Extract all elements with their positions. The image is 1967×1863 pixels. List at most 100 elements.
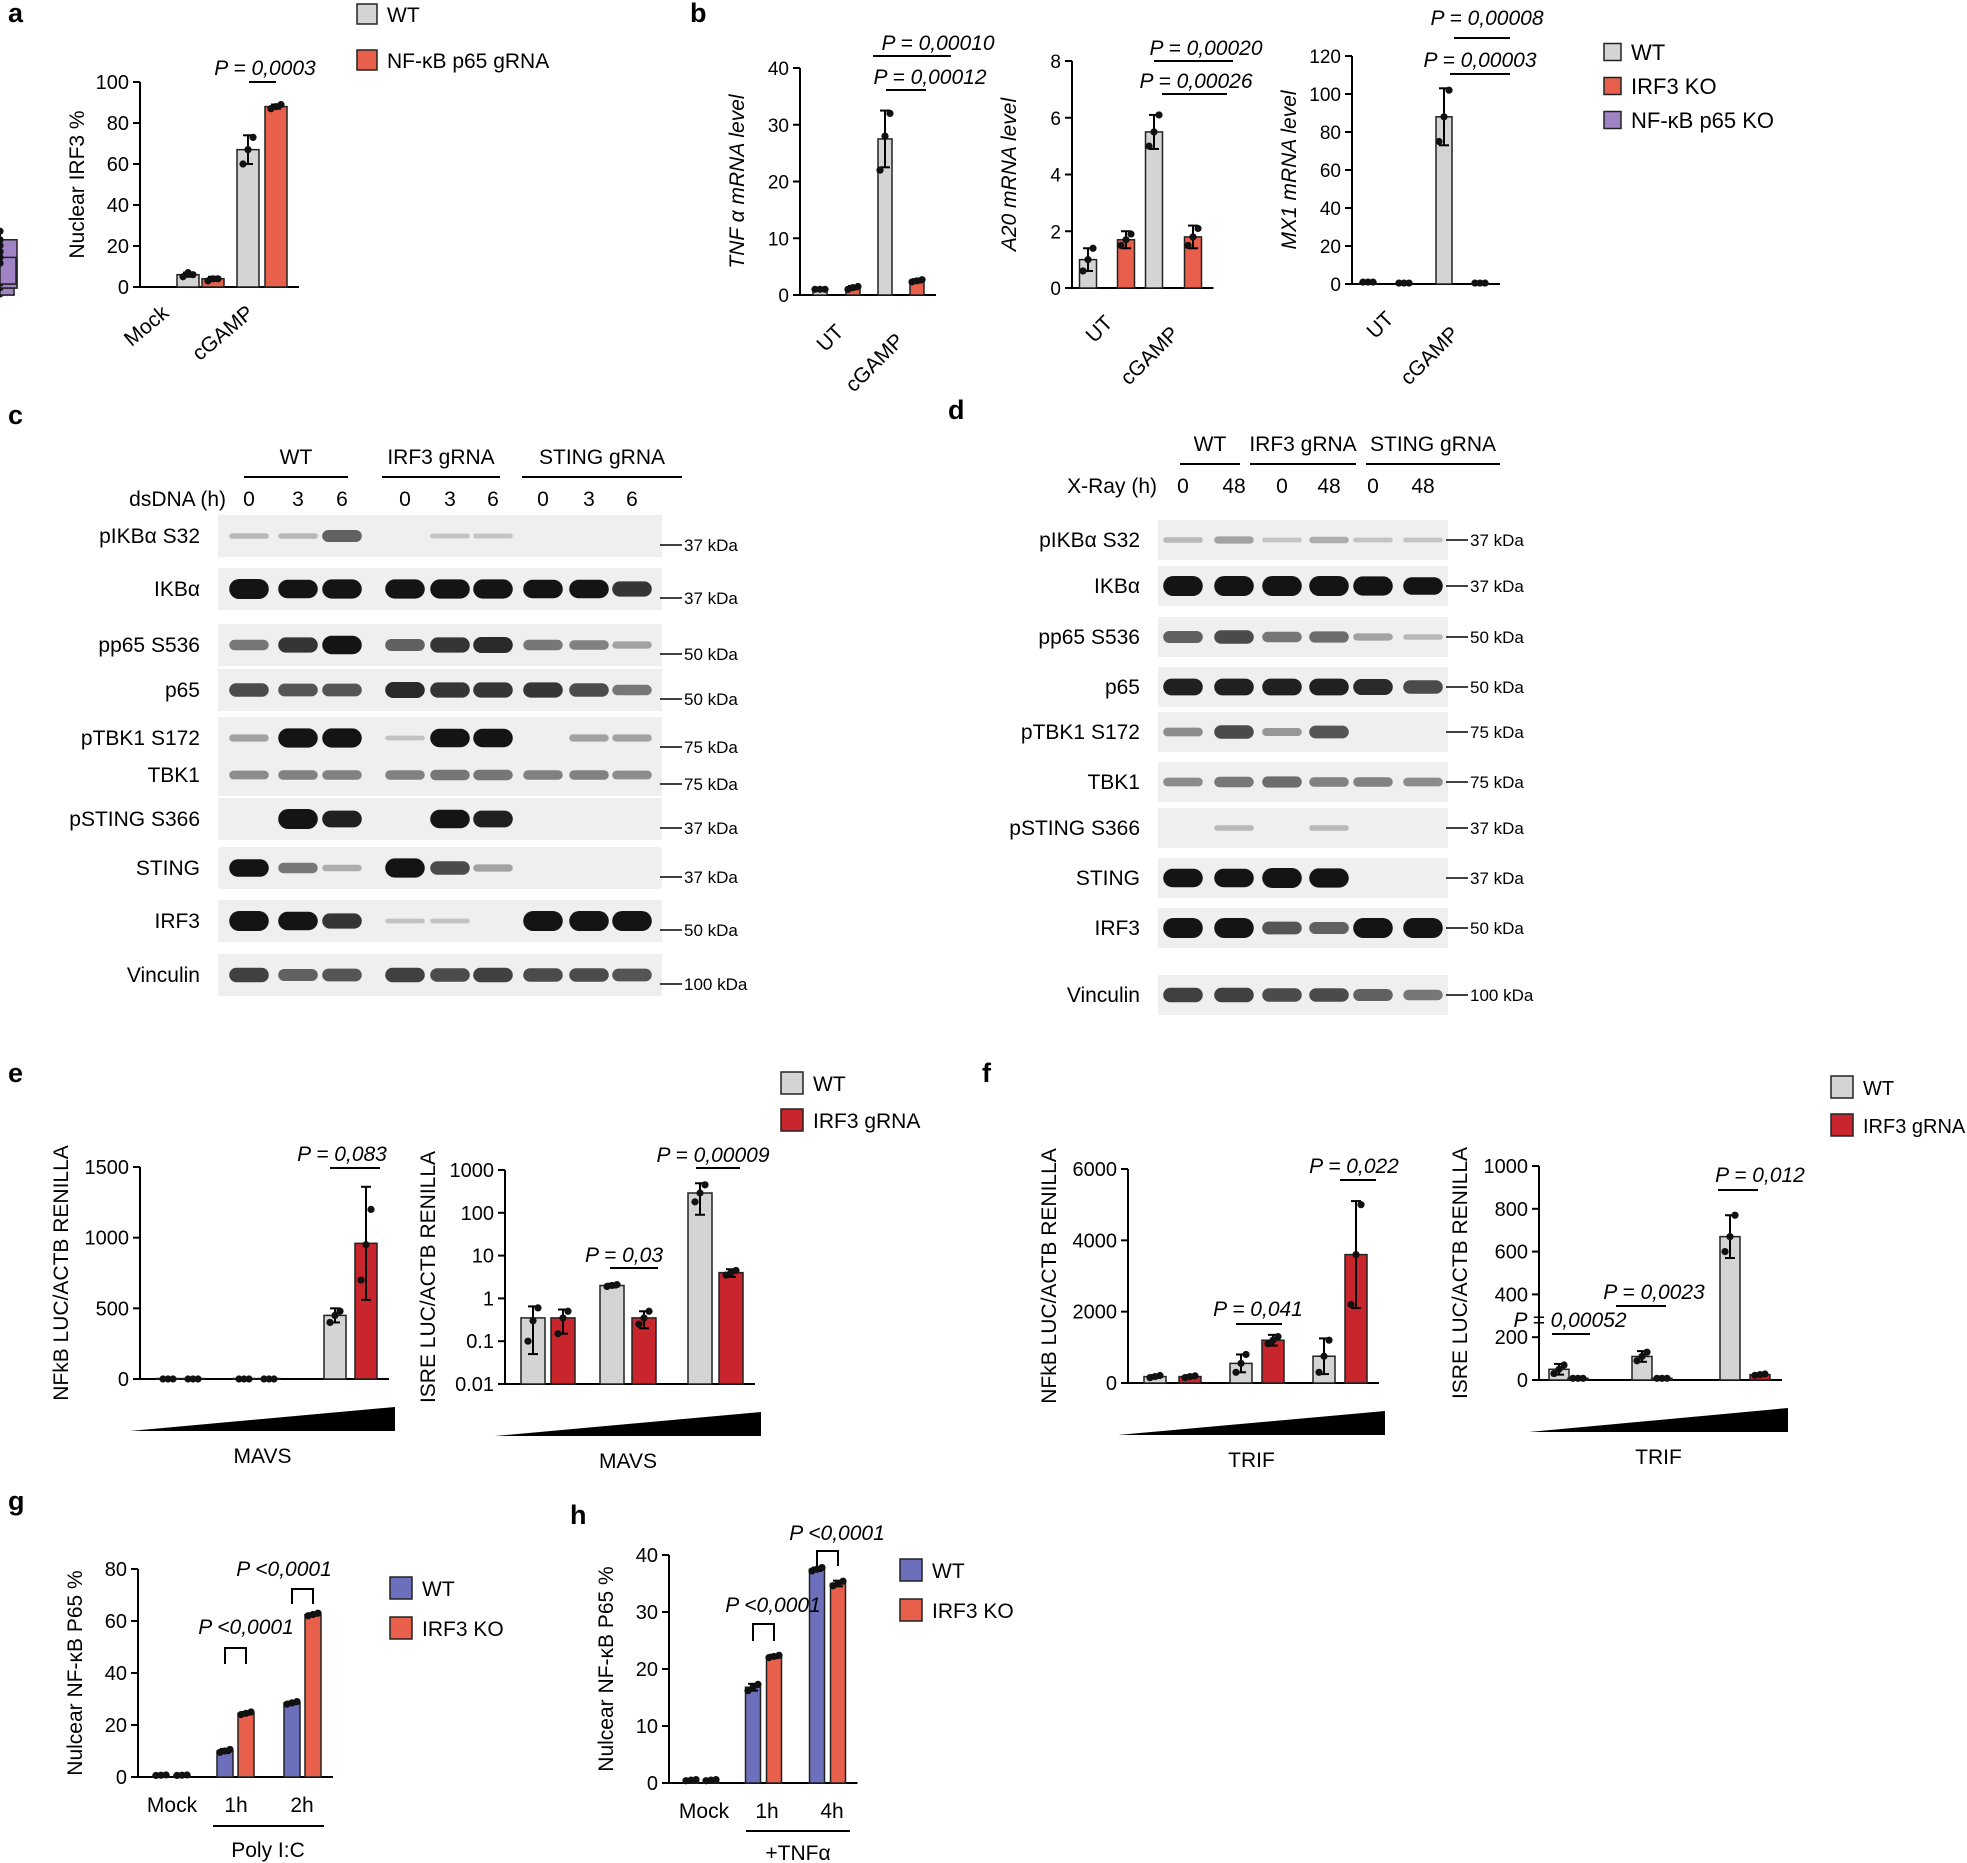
blot-strip [1158, 975, 1448, 1015]
legend-swatch [1830, 1113, 1854, 1137]
replicate-point [1194, 224, 1202, 233]
panel-letter-f: f [982, 1058, 992, 1088]
legend-swatch [1603, 110, 1622, 130]
lane-time-label: 0 [1367, 475, 1379, 498]
significance-bracket [291, 1588, 314, 1604]
replicate-point [1405, 279, 1413, 287]
blot-band [1163, 868, 1203, 888]
replicate-point [1156, 1371, 1164, 1380]
marker-label: 75 kDa [1470, 773, 1524, 792]
marker-label: 100 kDa [684, 975, 748, 994]
marker-label: 50 kDa [1470, 919, 1524, 938]
legend-b3: WT IRF3 KO NF-κB p65 KO [1603, 40, 1774, 133]
blot-band [1214, 630, 1254, 644]
lane-time-label: 0 [1276, 475, 1288, 498]
replicate-point [696, 1189, 704, 1197]
replicate-point [0, 248, 4, 256]
blot-band [430, 769, 470, 781]
legend-swatch [899, 1598, 923, 1622]
bar-irf3-grna-2 [718, 1271, 744, 1385]
blot-row-label: pTBK1 S172 [81, 727, 200, 750]
p-value-annotation: P = 0,03 [585, 1244, 663, 1267]
blot-band [385, 967, 425, 983]
replicate-point [559, 1314, 567, 1322]
replicate-point [314, 1609, 322, 1617]
replicate-point [691, 1198, 699, 1206]
x-axis-label: TRIF [1228, 1449, 1275, 1472]
blot-band [1262, 868, 1302, 888]
blot-band [1403, 777, 1443, 787]
y-tick-label: 10 [768, 229, 789, 250]
blot-band [322, 728, 362, 748]
marker-label: 50 kDa [1470, 678, 1524, 697]
replicate-point [270, 1375, 278, 1383]
replicate-point [265, 1375, 273, 1383]
blot-band [278, 862, 318, 874]
blot-band [229, 770, 269, 780]
replicate-point [1395, 279, 1403, 287]
blot-band [473, 637, 513, 653]
lane-time-label: 6 [626, 488, 638, 511]
replicate-point [1347, 1300, 1355, 1309]
dose-ramp-triangle [495, 1412, 761, 1436]
legend-swatch [1603, 42, 1622, 62]
dose-ramp-triangle [130, 1407, 395, 1431]
replicate-point [1184, 241, 1192, 250]
blot-row-label: IRF3 [1094, 917, 1140, 940]
blot-band [1403, 918, 1443, 938]
replicate-point [754, 1680, 762, 1688]
blot-band [1262, 678, 1302, 696]
chart-g: 0 20 40 60 80 Nulcear NF-κB P65 % Mock 1h 2h Poly… [64, 1558, 504, 1862]
replicate-point [692, 1775, 700, 1784]
blot-band [612, 734, 652, 742]
lane-time-label: 6 [487, 488, 499, 511]
y-axis-label: MX1 mRNA level [1278, 89, 1301, 249]
lane-time-label: 0 [243, 488, 255, 511]
blot-band [1353, 633, 1393, 641]
y-tick-label: 6000 [1073, 1159, 1118, 1181]
blot-band [278, 533, 318, 539]
blot-row-label: pp65 S536 [98, 634, 200, 657]
lane-time-label: 0 [1177, 475, 1189, 498]
p-value-annotation: P = 0,041 [1213, 1298, 1303, 1321]
marker-label: 50 kDa [684, 645, 738, 664]
blot-band [523, 639, 563, 651]
x-axis-label: MAVS [599, 1450, 657, 1473]
legend-swatch [389, 1616, 413, 1640]
blot-band [1163, 987, 1203, 1003]
replicate-point [194, 1375, 202, 1383]
bar-irf3-ko-1 [765, 1655, 783, 1784]
y-tick-label: 40 [768, 59, 789, 80]
bar-wt-1 [236, 148, 260, 288]
replicate-point [821, 285, 829, 293]
blot-band [278, 637, 318, 653]
p-value-annotation: P = 0,00026 [1139, 70, 1252, 93]
blot-band [1353, 537, 1393, 543]
blot-band [385, 682, 425, 698]
y-tick-label: 80 [1320, 123, 1341, 144]
x-tick-label: cGAMP [841, 329, 908, 396]
legend-g: WT IRF3 KO [389, 1576, 504, 1641]
lane-time-label: 48 [1222, 475, 1245, 498]
blot-band [1214, 825, 1254, 831]
replicate-point [886, 109, 894, 117]
blot-band [1309, 922, 1349, 934]
blot-band [385, 735, 425, 741]
legend-label: WT [813, 1073, 846, 1096]
replicate-point [1145, 142, 1153, 150]
legend-label: IRF3 KO [1631, 74, 1717, 99]
blot-band [1262, 921, 1302, 935]
blot-band [1262, 988, 1302, 1002]
significance-bracket [752, 1623, 775, 1641]
blot-band [1214, 868, 1254, 888]
replicate-point [1315, 1368, 1323, 1376]
blot-band [1309, 536, 1349, 544]
marker-label: 37 kDa [1470, 819, 1524, 838]
replicate-point [1579, 1374, 1587, 1382]
p-value-annotation: P = 0,00012 [873, 66, 986, 89]
p-value-annotation: P = 0,00009 [656, 1144, 769, 1167]
replicate-point [1440, 113, 1448, 121]
replicate-point [162, 1771, 170, 1779]
legend-swatch [356, 3, 378, 25]
chart-a: 0 20 40 60 80 100 Nuclear IRF3 % Mock cGAMP P = 0… [66, 3, 549, 365]
